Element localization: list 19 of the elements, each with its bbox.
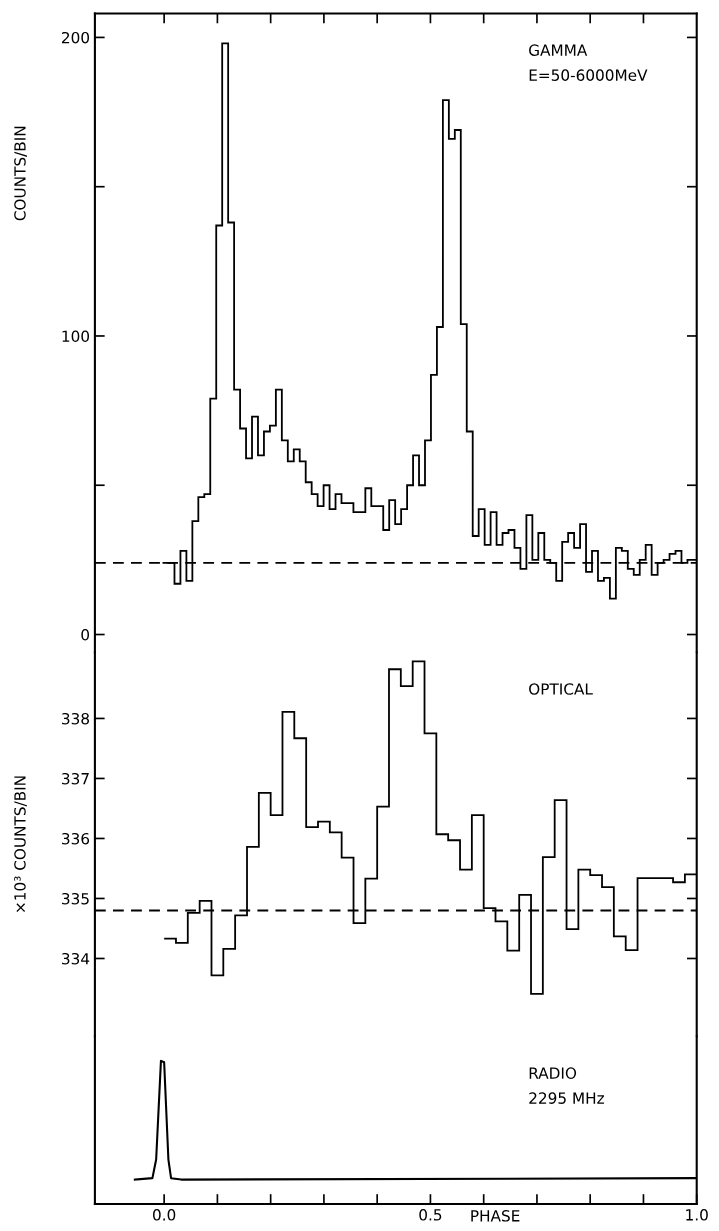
y-tick-label: 336	[62, 832, 90, 845]
x-axis-title: PHASE	[471, 1210, 520, 1222]
y-tick-label: 0	[81, 628, 90, 641]
annotation: RADIO	[529, 1067, 577, 1079]
y-axis-title: COUNTS/BIN	[14, 126, 27, 221]
annotation: GAMMA	[529, 44, 588, 56]
annotation: 2295 MHz	[529, 1092, 604, 1104]
y-tick-label: 335	[62, 892, 89, 905]
y-tick-label: 337	[62, 772, 89, 785]
x-tick-label: 1.0	[686, 1209, 708, 1221]
y-tick-label: 334	[62, 952, 90, 965]
y-tick-label: 338	[62, 712, 89, 725]
annotation: OPTICAL	[529, 683, 593, 695]
y-tick-label: 200	[62, 31, 90, 44]
x-tick-label: 0.5	[419, 1209, 442, 1221]
y-tick-label: 100	[62, 330, 90, 342]
y-axis-title: ×10³ COUNTS/BIN	[14, 776, 27, 912]
annotation: E=50-6000MeV	[529, 69, 648, 81]
x-tick-label: 0.0	[153, 1209, 176, 1221]
